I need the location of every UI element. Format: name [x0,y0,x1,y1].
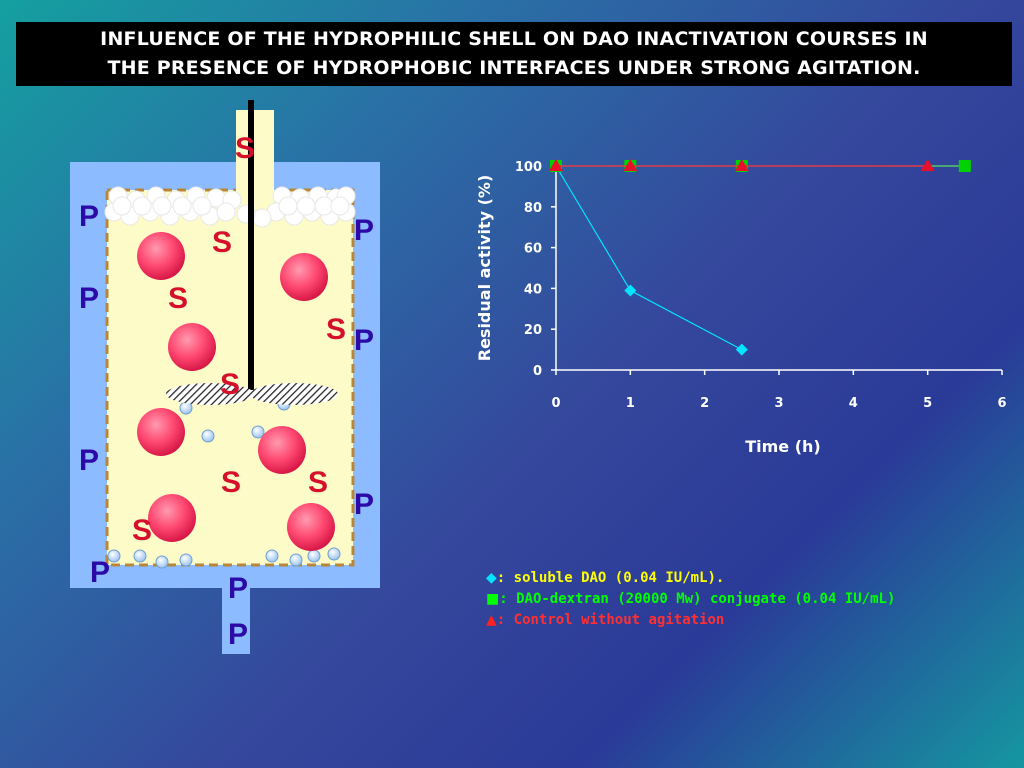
title-line-1: INFLUENCE OF THE HYDROPHILIC SHELL ON DA… [100,28,928,50]
s-label: S [132,514,152,547]
title-line-2: THE PRESENCE OF HYDROPHOBIC INTERFACES U… [107,57,921,79]
data-point-square [958,160,971,172]
legend-text: : soluble DAO (0.04 IU/mL). [496,570,725,586]
impeller-blade-left [166,383,254,405]
y-tick-label: 60 [524,242,542,257]
p-label: P [228,572,248,605]
diamond-icon: ◆ [486,570,497,586]
p-label: P [79,282,99,315]
y-tick-label: 100 [515,160,542,175]
y-axis-title: Residual activity (%) [475,175,494,362]
data-point-triangle [623,159,638,171]
outlet-pipe [222,588,250,654]
x-axis-title: Time (h) [745,437,821,456]
substrate-labels: S S S S S S S S [132,132,346,547]
s-label: S [221,466,241,499]
stirrer-shaft [248,100,254,390]
legend-item-control: ▲: Control without agitation [486,612,724,628]
y-tick-label: 0 [533,364,542,379]
s-label: S [168,282,188,315]
bubbles [107,397,341,569]
impeller-blade-right [250,383,338,405]
data-point-diamond [624,284,637,297]
s-label: S [220,368,240,401]
chart-axes: 0 20 40 60 80 100 0 1 2 3 4 5 6 [515,160,1007,411]
p-label: P [79,200,99,233]
p-label: P [354,324,374,357]
s-label: S [235,132,255,165]
product-labels: P P P P P P P P P [79,200,374,651]
s-label: S [308,466,328,499]
p-label: P [79,444,99,477]
data-point-triangle [920,159,935,171]
data-point-triangle [549,159,563,171]
inlet-pipe [236,110,274,200]
chart-series [549,159,971,356]
enzyme-spheres [137,232,335,551]
y-tick-label: 80 [524,201,542,216]
legend-item-conjugate: ■: DAO-dextran (20000 Mw) conjugate (0.0… [486,591,895,607]
x-tick-label: 1 [626,396,635,411]
square-icon: ■ [486,591,500,607]
x-tick-label: 5 [923,396,932,411]
slide-title: INFLUENCE OF THE HYDROPHILIC SHELL ON DA… [16,22,1012,86]
s-label: S [212,226,232,259]
x-tick-label: 6 [997,396,1006,411]
foam-layer [104,186,356,228]
legend-item-soluble: ◆: soluble DAO (0.04 IU/mL). [486,570,724,586]
p-label: P [90,556,110,589]
x-tick-label: 3 [774,396,783,411]
y-tick-label: 20 [524,323,542,338]
s-label: S [326,313,346,346]
legend-text: : Control without agitation [496,612,725,628]
data-point-triangle [734,159,749,171]
p-label: P [354,214,374,247]
data-point-diamond [735,343,748,356]
series-line-diamond [555,165,743,351]
legend-text: : DAO-dextran (20000 Mw) conjugate (0.04… [499,591,896,607]
p-label: P [354,488,374,521]
x-tick-label: 0 [551,396,560,411]
triangle-icon: ▲ [486,612,497,628]
p-label: P [228,618,248,651]
x-tick-label: 4 [849,396,858,411]
y-tick-label: 40 [524,282,542,297]
x-tick-label: 2 [700,396,709,411]
